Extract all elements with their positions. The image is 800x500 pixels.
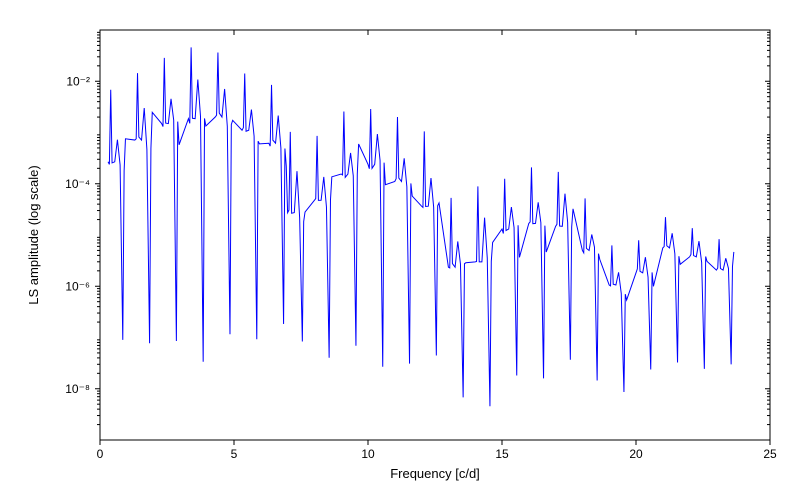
x-tick-label: 15 (495, 447, 509, 461)
x-tick-label: 25 (763, 447, 777, 461)
y-tick-label: 10⁻⁶ (65, 279, 90, 293)
x-tick-label: 10 (361, 447, 375, 461)
plot-frame (100, 30, 770, 440)
y-tick-label: 10⁻⁴ (65, 177, 90, 191)
x-tick-label: 20 (629, 447, 643, 461)
periodogram-chart: 0 5 10 15 20 25 10⁻⁸ 10⁻⁶ 10⁻⁴ 10⁻² Frequency [c/d… (0, 0, 800, 500)
periodogram-line (108, 47, 734, 406)
x-tick-label: 5 (231, 447, 238, 461)
y-axis-label: LS amplitude (log scale) (26, 165, 41, 304)
y-tick-label: 10⁻² (66, 74, 90, 88)
x-tick-label: 0 (97, 447, 104, 461)
chart-svg: 0 5 10 15 20 25 10⁻⁸ 10⁻⁶ 10⁻⁴ 10⁻² Frequency [c/d… (0, 0, 800, 500)
x-axis-label: Frequency [c/d] (390, 466, 480, 481)
y-tick-label: 10⁻⁸ (65, 382, 90, 396)
